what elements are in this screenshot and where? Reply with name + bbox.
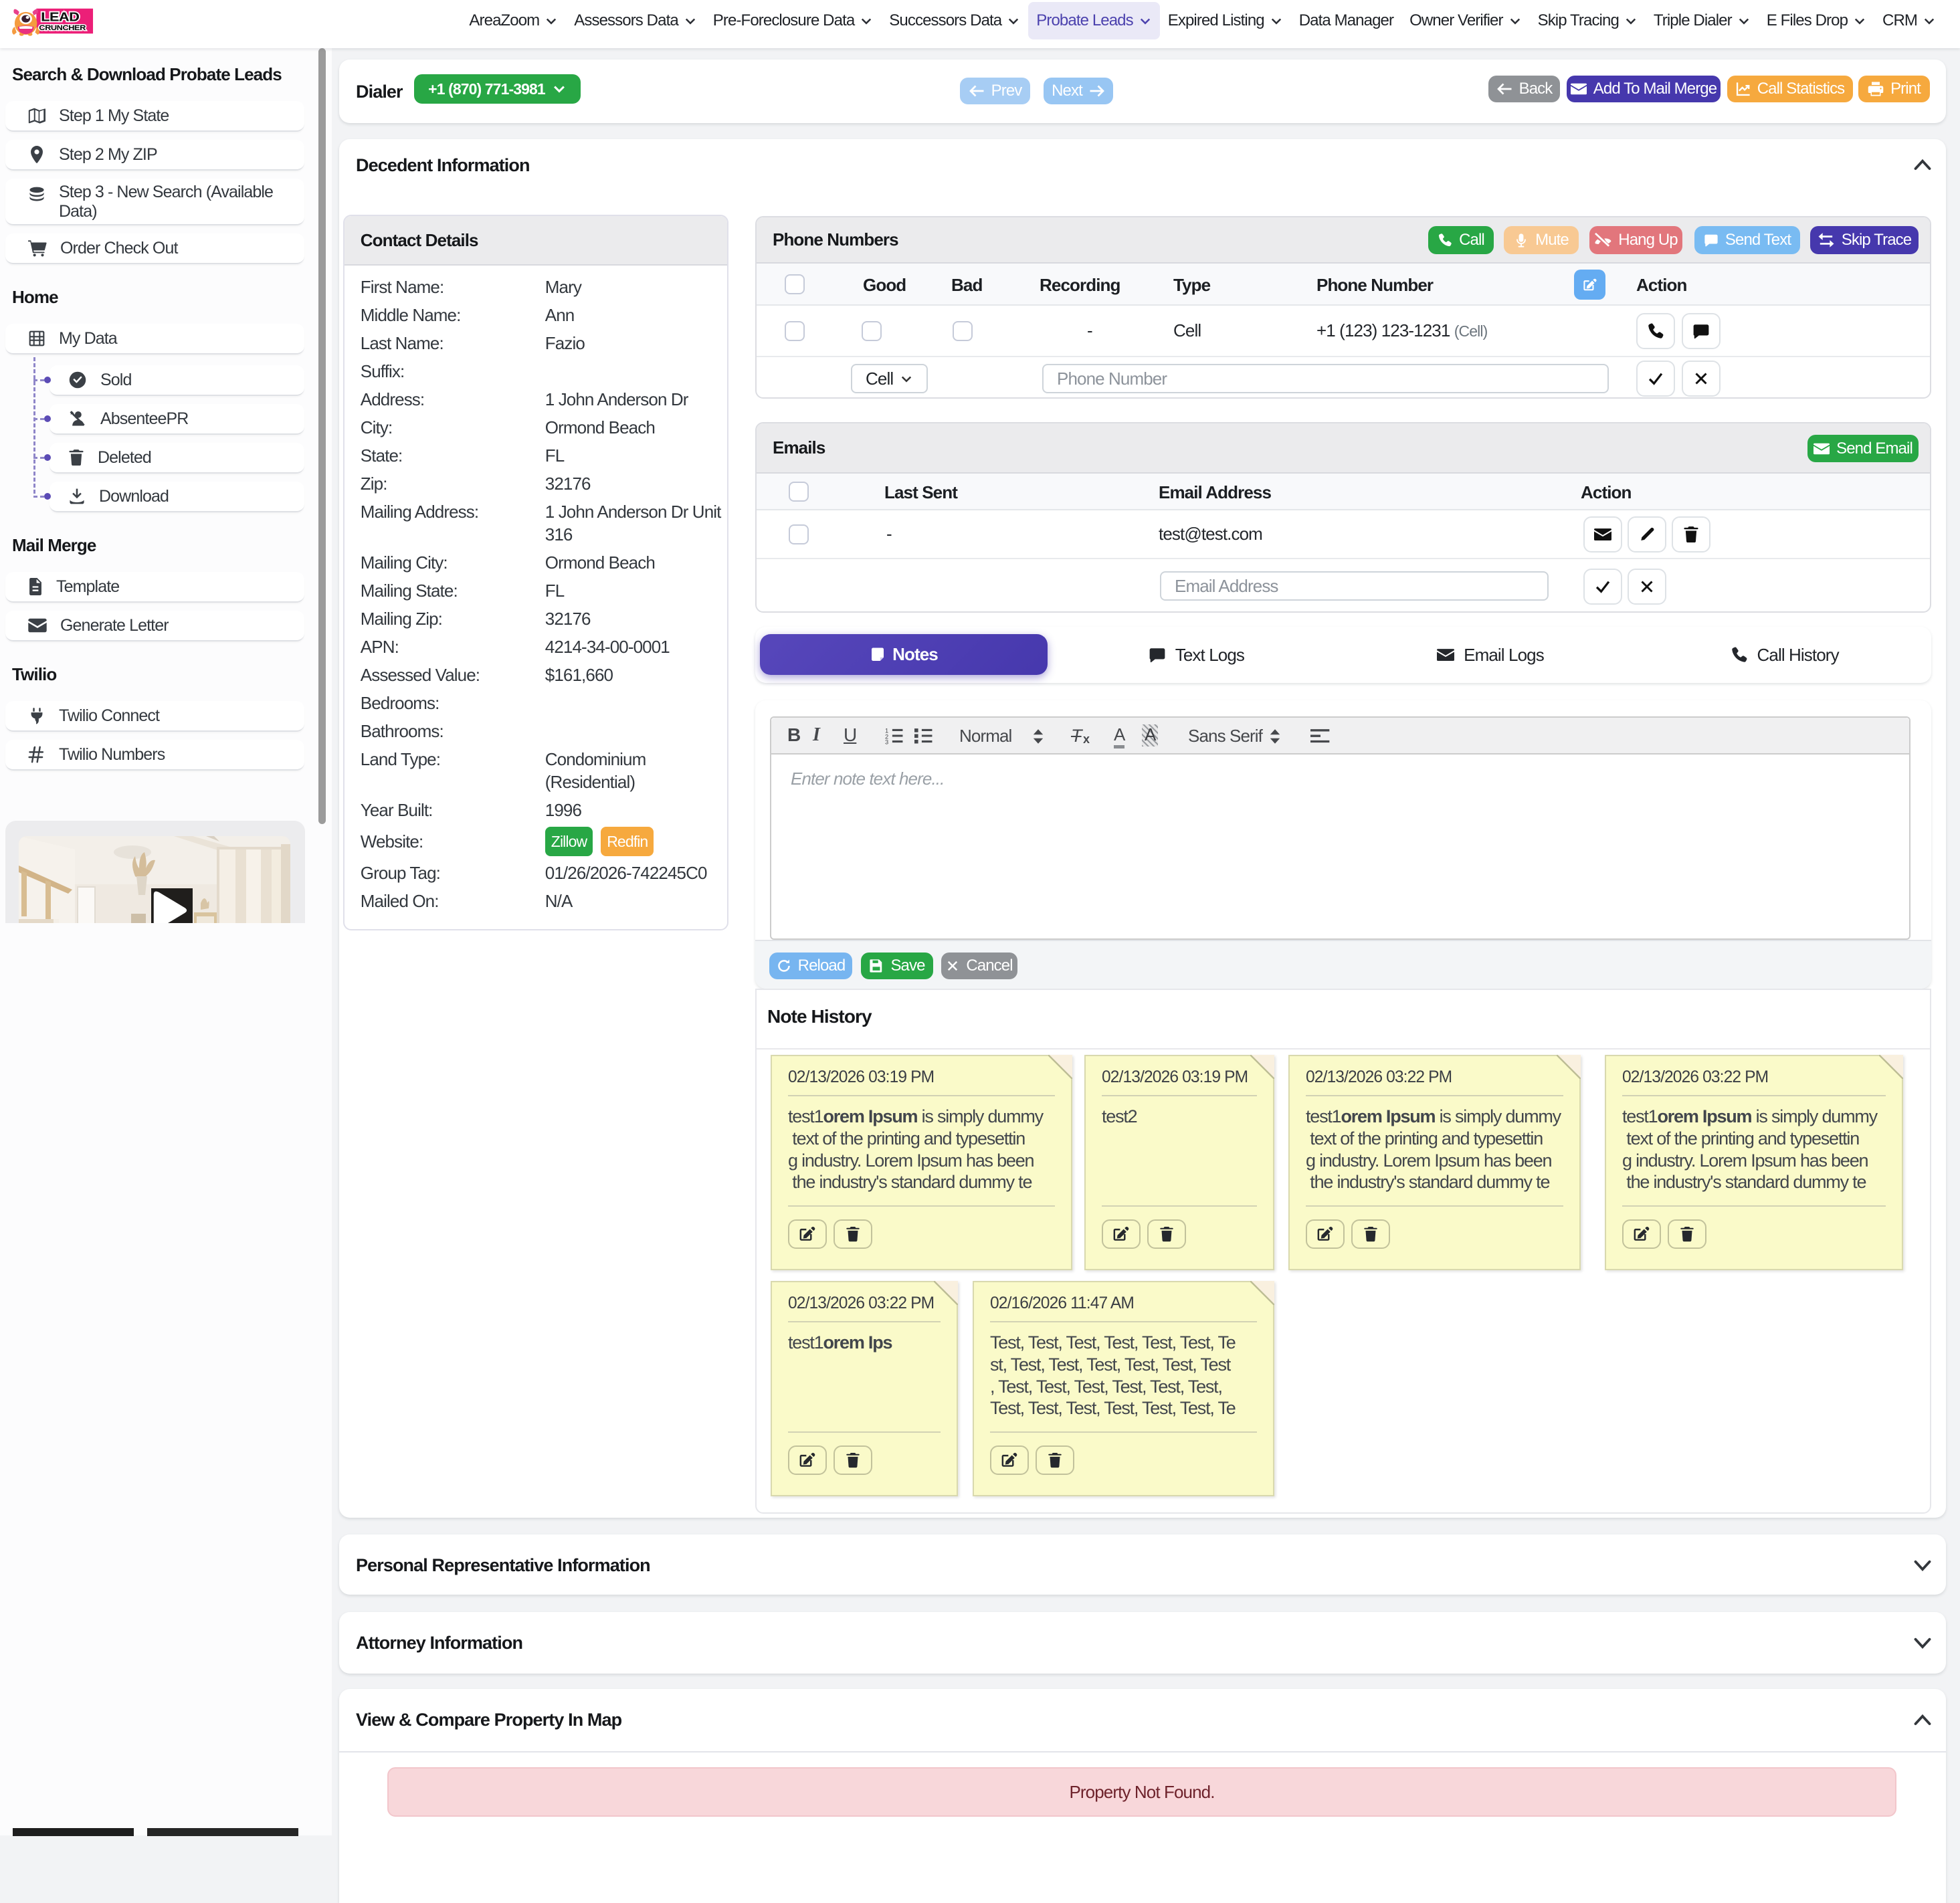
svg-text:LEAD: LEAD: [41, 11, 79, 24]
svg-text:2: 2: [885, 734, 888, 740]
svg-text:3: 3: [885, 738, 888, 744]
svg-text:1: 1: [885, 727, 888, 734]
svg-text:CRUNCHER: CRUNCHER: [39, 23, 86, 32]
svg-text:LEAD: LEAD: [41, 11, 79, 24]
svg-text:CRUNCHER: CRUNCHER: [39, 23, 86, 32]
